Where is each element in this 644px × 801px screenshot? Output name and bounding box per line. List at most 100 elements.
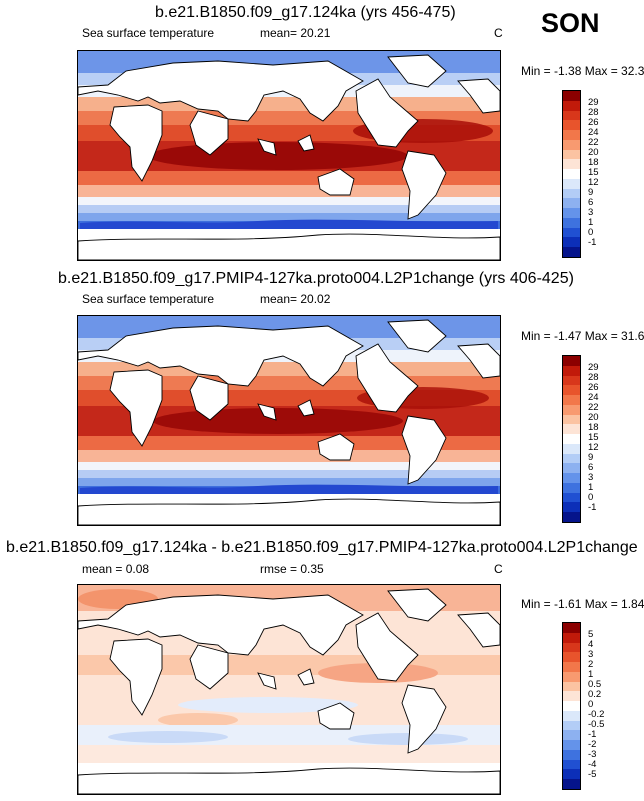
panel1-map — [77, 50, 501, 261]
panel2-mean: mean= 20.02 — [260, 292, 331, 306]
panel1-title: b.e21.B1850.f09_g17.124ka (yrs 456-475) — [155, 4, 456, 21]
panel3-mean: mean = 0.08 — [82, 562, 150, 576]
panel3-colorbar-seg — [563, 691, 580, 702]
panel2-title: b.e21.B1850.f09_g17.PMIP4-127ka.proto004… — [58, 270, 574, 287]
panel1-colorbar-seg — [563, 100, 580, 111]
panel1-colorbar-seg — [563, 237, 580, 248]
panel2-colorbar-label: 18 — [588, 422, 599, 433]
panel1-colorbar-label: 1 — [588, 217, 594, 228]
panel1-colorbar-seg — [563, 159, 580, 170]
panel2-colorbar-seg — [563, 492, 580, 503]
panel1-colorbar-label: -1 — [588, 237, 597, 248]
panel1-colorbar-label: 6 — [588, 197, 594, 208]
panel1-minmax: Min = -1.38 Max = 32.33 — [521, 64, 644, 78]
panel3-colorbar-label: 1 — [588, 669, 594, 680]
panel2-colorbar-seg — [563, 443, 580, 454]
panel3-colorbar — [562, 622, 581, 790]
panel1-colorbar-seg — [563, 149, 580, 160]
panel1-colorbar-label: 3 — [588, 207, 594, 218]
panel3-colorbar-label: 5 — [588, 629, 594, 640]
panel3-colorbar-label: 0.5 — [588, 679, 602, 690]
panel3-colorbar-label: -5 — [588, 769, 597, 780]
panel3-minmax: Min = -1.61 Max = 1.84 — [521, 597, 644, 611]
panel2-colorbar-label: 9 — [588, 452, 594, 463]
panel1-colorbar-seg — [563, 188, 580, 199]
panel3-colorbar-seg — [563, 652, 580, 663]
panel1-mean: mean= 20.21 — [260, 26, 331, 40]
panel3-colorbar-seg — [563, 730, 580, 741]
panel1-colorbar-label: 22 — [588, 137, 599, 148]
panel1-colorbar-label: 18 — [588, 157, 599, 168]
panel2-colorbar-seg — [563, 482, 580, 493]
panel3-colorbar-label: 0.2 — [588, 689, 602, 700]
panel3-colorbar-label: -2 — [588, 739, 597, 750]
panel1-colorbar-label: 29 — [588, 97, 599, 108]
panel3-colorbar-seg — [563, 632, 580, 643]
panel1-variable: Sea surface temperature — [82, 26, 215, 40]
panel3-colorbar-seg — [563, 710, 580, 721]
panel2-colorbar-label: 15 — [588, 432, 599, 443]
panel3-colorbar-seg — [563, 671, 580, 682]
panel1-colorbar-seg — [563, 227, 580, 238]
panel1-colorbar-seg — [563, 208, 580, 218]
panel2-variable: Sea surface temperature — [82, 292, 215, 306]
panel2-colorbar-label: 1 — [588, 482, 594, 493]
panel3-colorbar-seg — [563, 740, 580, 750]
panel2-map — [77, 315, 501, 526]
panel2-colorbar-label: 12 — [588, 442, 599, 453]
panel2-colorbar-seg — [563, 512, 580, 523]
panel1-colorbar-seg — [563, 178, 580, 189]
panel2-colorbar-seg — [563, 385, 580, 396]
panel2-colorbar-label: 24 — [588, 392, 599, 403]
panel2-colorbar-label: 6 — [588, 462, 594, 473]
panel1-colorbar-seg — [563, 120, 580, 131]
panel2-colorbar-label: 0 — [588, 492, 594, 503]
panel2-colorbar-seg — [563, 434, 580, 444]
panel2-colorbar-seg — [563, 414, 580, 425]
panel3-colorbar-seg — [563, 759, 580, 770]
panel1-colorbar-seg — [563, 217, 580, 228]
panel1-colorbar-seg — [563, 247, 580, 258]
panel3-colorbar-seg — [563, 749, 580, 760]
panel2-colorbar-label: 3 — [588, 472, 594, 483]
panel2-colorbar-label: -1 — [588, 502, 597, 513]
panel2-colorbar-label: 22 — [588, 402, 599, 413]
panel2-colorbar-label: 20 — [588, 412, 599, 423]
panel3-rmse: rmse = 0.35 — [260, 562, 324, 576]
season-label: SON — [541, 8, 600, 38]
panel3-colorbar-label: -0.2 — [588, 709, 605, 720]
panel2-colorbar-seg — [563, 375, 580, 386]
panel1-colorbar-seg — [563, 169, 580, 179]
panel1-colorbar-seg — [563, 198, 580, 209]
panel2-colorbar-label: 26 — [588, 382, 599, 393]
panel3-colorbar-seg — [563, 662, 580, 672]
panel3-title: b.e21.B1850.f09_g17.124ka - b.e21.B1850.… — [6, 539, 638, 556]
panel3-colorbar-label: -0.5 — [588, 719, 605, 730]
panel3-colorbar-seg — [563, 681, 580, 692]
panel1-colorbar — [562, 90, 581, 258]
panel2-colorbar — [562, 355, 581, 523]
panel1-colorbar-label: 12 — [588, 177, 599, 188]
panel2-colorbar-seg — [563, 356, 580, 366]
panel3-colorbar-seg — [563, 642, 580, 653]
panel2-colorbar-seg — [563, 463, 580, 474]
panel1-colorbar-seg — [563, 130, 580, 140]
panel3-units: C — [494, 562, 503, 576]
panel3-colorbar-label: -3 — [588, 749, 597, 760]
panel3-colorbar-seg — [563, 769, 580, 780]
panel3-colorbar-seg — [563, 720, 580, 731]
panel3-colorbar-label: 4 — [588, 639, 594, 650]
panel3-colorbar-seg — [563, 623, 580, 633]
panel1-colorbar-label: 9 — [588, 187, 594, 198]
panel1-colorbar-label: 20 — [588, 147, 599, 158]
panel2-colorbar-seg — [563, 473, 580, 483]
panel2-colorbar-seg — [563, 453, 580, 464]
panel3-colorbar-label: 3 — [588, 649, 594, 660]
panel3-colorbar-label: -1 — [588, 729, 597, 740]
panel1-units: C — [494, 26, 503, 40]
panel1-colorbar-seg — [563, 91, 580, 101]
panel3-colorbar-seg — [563, 779, 580, 790]
panel2-colorbar-seg — [563, 395, 580, 405]
panel1-colorbar-label: 24 — [588, 127, 599, 138]
panel1-colorbar-label: 0 — [588, 227, 594, 238]
